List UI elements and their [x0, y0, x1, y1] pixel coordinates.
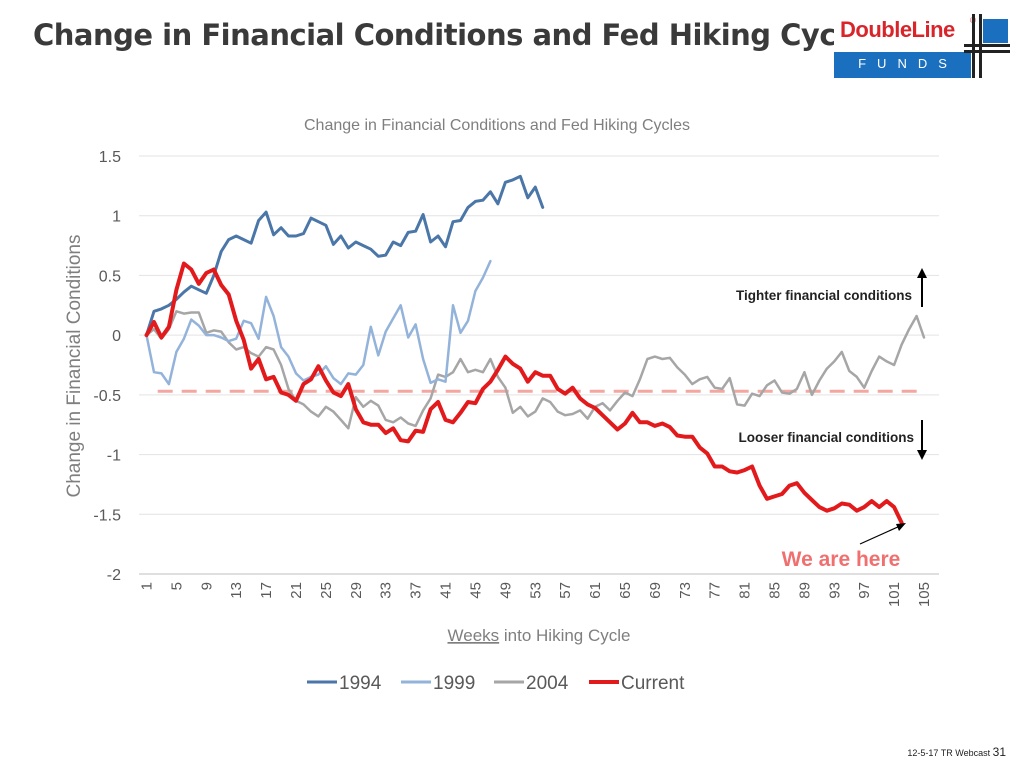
logo-funds-bar [834, 52, 971, 78]
x-tick-label: 101 [886, 582, 903, 607]
x-tick-label: 61 [587, 582, 604, 599]
x-tick-label: 85 [767, 582, 784, 599]
series-line-2004 [145, 310, 926, 430]
financial-conditions-chart: Change in Financial Conditions and Fed H… [64, 117, 939, 694]
x-tick-label: 41 [438, 582, 455, 599]
x-tick-label: 93 [826, 582, 843, 599]
series-line-1999 [145, 259, 492, 386]
legend: 1994 1999 2004 Current [307, 673, 685, 694]
footer-text: 12-5-17 TR Webcast [907, 748, 991, 758]
x-tick-label: 37 [408, 582, 425, 599]
series-line-current [144, 261, 904, 525]
slide-title: Change in Financial Conditions and Fed H… [33, 18, 882, 52]
logo-brand-text: DoubleLine [840, 17, 955, 42]
legend-label-2004: 2004 [526, 673, 569, 694]
y-tick-label: -1 [107, 448, 121, 465]
annotation-tighter: Tighter financial conditions [736, 288, 912, 303]
x-tick-label: 21 [288, 582, 305, 599]
y-tick-label: -0.5 [93, 388, 121, 405]
series-line-1994 [145, 174, 545, 337]
x-tick-label: 17 [258, 582, 275, 599]
y-axis-ticks: 1.5 1 0.5 0 -0.5 -1 -1.5 -2 [93, 149, 121, 584]
logo-blue-square [983, 19, 1008, 43]
y-tick-label: 1 [112, 209, 121, 226]
annotation-looser: Looser financial conditions [738, 430, 914, 445]
footer: 12-5-17 TR Webcast 31 [907, 745, 1006, 759]
up-arrowhead-icon [917, 268, 927, 278]
y-tick-label: -2 [107, 567, 121, 584]
annotation-we-are-here: We are here [782, 548, 901, 571]
y-tick-label: 0 [112, 328, 121, 345]
x-tick-label: 81 [737, 582, 754, 599]
gridlines [139, 155, 939, 515]
y-axis-label: Change in Financial Conditions [64, 235, 85, 498]
x-tick-label: 1 [138, 582, 155, 590]
pointer-arrowhead-icon [896, 523, 906, 531]
x-tick-label: 9 [198, 582, 215, 590]
x-tick-label: 25 [318, 582, 335, 599]
down-arrowhead-icon [917, 450, 927, 460]
chart-title: Change in Financial Conditions and Fed H… [304, 117, 690, 134]
series-lines [144, 174, 926, 525]
x-tick-label: 57 [557, 582, 574, 599]
x-tick-label: 49 [497, 582, 514, 599]
y-tick-label: 1.5 [99, 149, 121, 166]
logo-funds-text: FUNDS [858, 56, 958, 71]
y-tick-label: -1.5 [93, 507, 121, 524]
x-tick-label: 45 [467, 582, 484, 599]
x-tick-label: 89 [796, 582, 813, 599]
x-tick-label: 69 [647, 582, 664, 599]
x-tick-label: 97 [856, 582, 873, 599]
x-tick-label: 77 [707, 582, 724, 599]
y-tick-label: 0.5 [99, 268, 121, 285]
x-tick-label: 29 [348, 582, 365, 599]
x-tick-label: 33 [378, 582, 395, 599]
page-number: 31 [992, 745, 1006, 759]
logo-cross-line [964, 44, 1010, 47]
legend-label-current: Current [621, 673, 685, 694]
x-tick-label: 65 [617, 582, 634, 599]
x-tick-label: 13 [228, 582, 245, 599]
x-tick-label: 73 [677, 582, 694, 599]
x-axis-label: Weeks into Hiking Cycle [448, 626, 631, 645]
x-tick-label: 105 [916, 582, 933, 607]
x-tick-label: 53 [527, 582, 544, 599]
legend-label-1999: 1999 [433, 673, 475, 694]
logo-cross-line [964, 50, 1010, 53]
pointer-arrow-icon [859, 525, 901, 545]
legend-label-1994: 1994 [339, 673, 382, 694]
x-axis-ticks: 1 5 9 13 17 21 25 29 33 37 41 45 49 53 57 61 65 69 73 77 81 8… [138, 582, 933, 607]
doubleline-logo: DoubleLine ® FUNDS [834, 14, 1010, 80]
logo-wordmark-area: DoubleLine ® [834, 14, 979, 48]
x-tick-label: 5 [168, 582, 185, 590]
